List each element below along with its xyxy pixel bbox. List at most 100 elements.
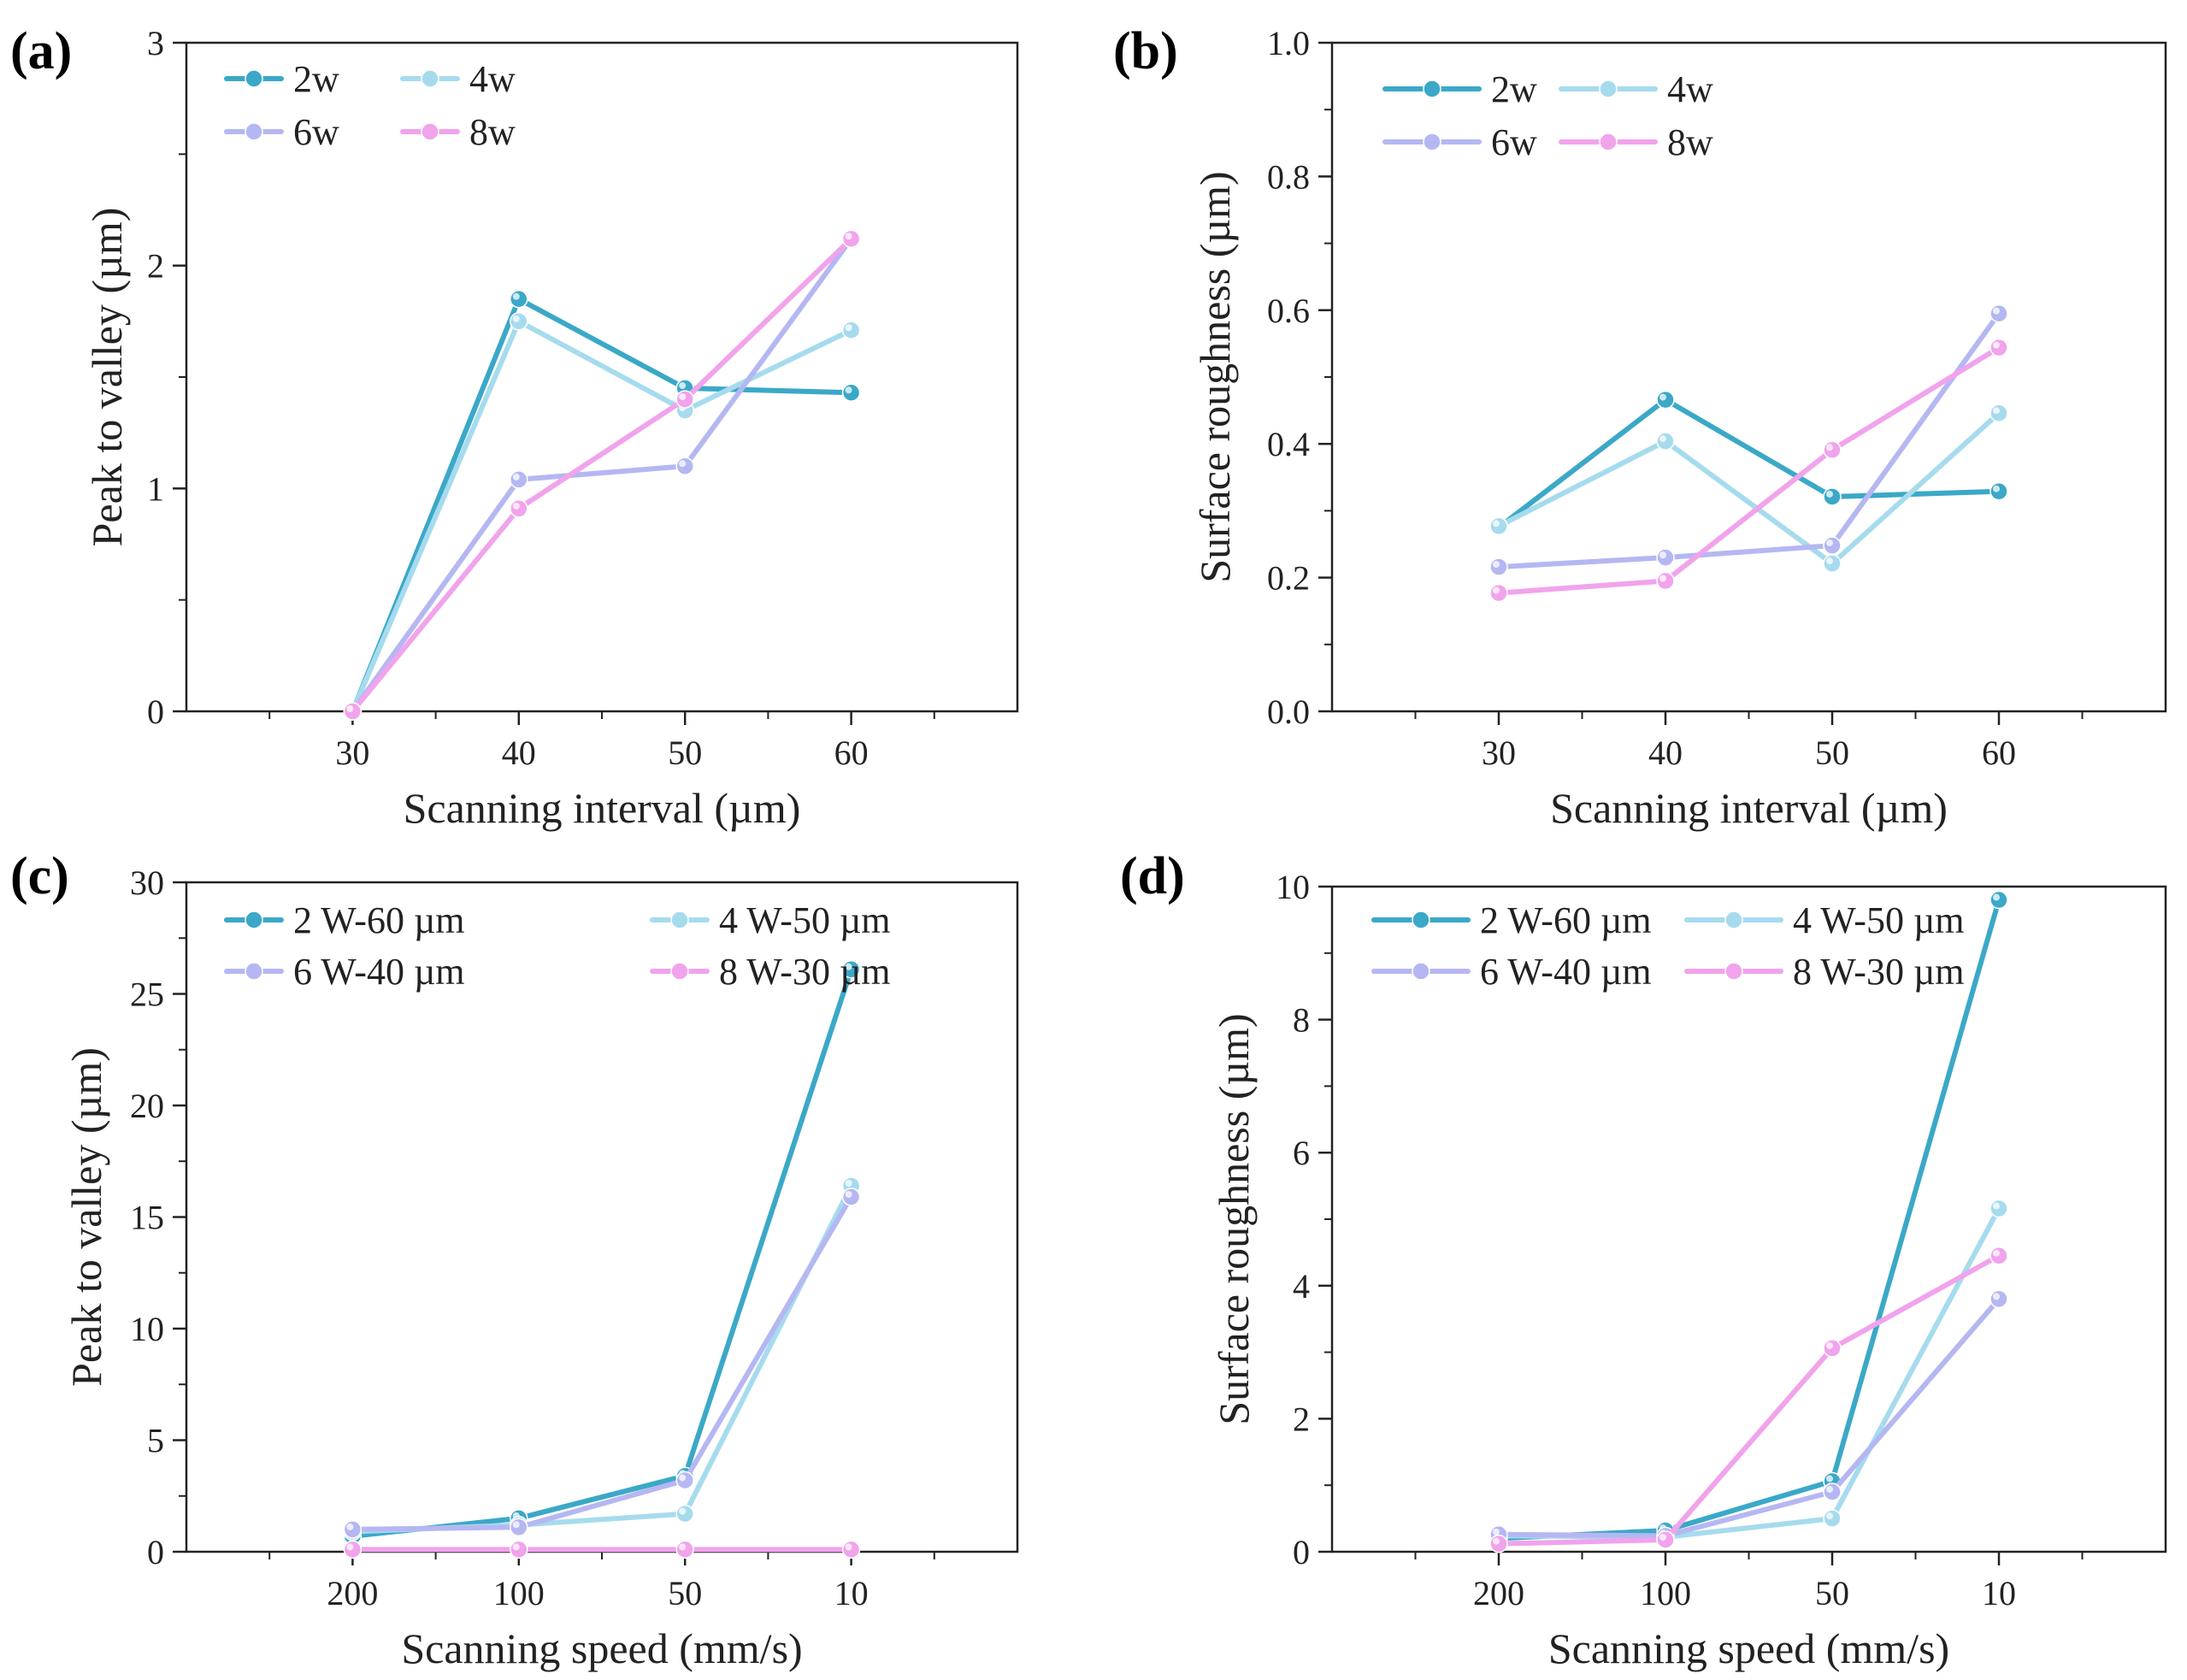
panel-a-series-line-1: [350, 296, 854, 714]
panel-c-series-3-point-highlight: [512, 1521, 520, 1529]
panel-d-series-4-point: [1823, 1339, 1842, 1358]
panel-c-y-tick-label: 25: [130, 976, 164, 1014]
panel-b-series-1-point-highlight: [1659, 393, 1666, 401]
panel-b-series-3-point: [1990, 304, 2008, 323]
panel-b-series-4-point: [1823, 440, 1842, 459]
panel-c-y-tick-label: 30: [130, 864, 164, 902]
panel-a-series-4-point: [343, 702, 363, 721]
panel-c-legend-label-1: 2 W-60 µm: [293, 899, 465, 941]
panel-a-legend-marker-1: [245, 69, 263, 88]
panel-b-x-tick-label: 30: [1482, 734, 1516, 772]
panel-a-series-1-point-highlight: [512, 292, 520, 300]
panel-b-series-2-point-highlight: [1826, 557, 1833, 565]
panel-c-y-tick-label: 5: [147, 1422, 164, 1460]
panel-d-plot-frame: [1330, 885, 2167, 1553]
panel-b-series-line-2: [1496, 410, 2001, 567]
panel-d-series-1-point-highlight: [1993, 893, 2000, 901]
panel-a-legend-marker-4: [421, 122, 439, 141]
panel-a-series-4-point-highlight: [512, 502, 520, 510]
panel-c-y-axis-title: Peak to valley (µm): [62, 1047, 110, 1387]
panel-b-series-2-point-highlight: [1493, 520, 1500, 528]
panel-b-x-tick-label: 40: [1648, 734, 1683, 772]
panel-a-series-3-point-highlight: [679, 460, 687, 468]
panel-c-legend-label-2: 4 W-50 µm: [719, 899, 891, 941]
panel-a-series-3-point-highlight: [512, 473, 520, 480]
panel-c-legend-marker-2: [670, 911, 689, 929]
panel-b-series-3-point-highlight: [1493, 561, 1500, 569]
panel-c-label: (c): [10, 847, 69, 905]
panel-c-series-4-point: [343, 1540, 363, 1559]
panel-b-series-2-point-highlight: [1993, 407, 2000, 415]
panel-b-series-4-point-highlight: [1826, 444, 1833, 451]
panel-c-series-2-point-highlight: [679, 1507, 687, 1515]
panel-b-series-1-point: [1656, 390, 1675, 410]
panel-d-series-4-point-highlight: [1993, 1249, 2000, 1257]
panel-b-series-4-point-highlight: [1659, 575, 1666, 582]
panel-d-series-4-point: [1990, 1247, 2008, 1265]
panel-a-legend-label-2: 4w: [469, 58, 516, 100]
panel-d-x-tick-label: 200: [1473, 1574, 1524, 1612]
panel-d-series-2-point-highlight: [1826, 1512, 1833, 1520]
panel-d-series-4-point-highlight: [1826, 1341, 1833, 1349]
panel-b-x-tick-label: 50: [1815, 734, 1849, 772]
panel-d-legend-label-3: 6 W-40 µm: [1480, 951, 1652, 993]
panel-b-series-3-point-highlight: [1826, 539, 1833, 547]
panel-a-legend-label-1: 2w: [293, 58, 339, 100]
panel-b-legend-label-1: 2w: [1491, 68, 1537, 110]
panel-d-y-tick-label: 8: [1293, 1001, 1310, 1040]
panel-b-x-axis-title: Scanning interval (µm): [1550, 784, 1948, 832]
panel-a-series-2-point: [841, 321, 861, 340]
panel-a-x-axis-title: Scanning interval (µm): [404, 784, 801, 832]
panel-a-series-4-point-highlight: [679, 393, 687, 401]
panel-d-x-tick-label: 50: [1815, 1574, 1849, 1612]
panel-a-series-4-point: [510, 499, 528, 518]
panel-d-series-4-point-highlight: [1659, 1533, 1666, 1541]
panel-b-legend-marker-2: [1599, 80, 1618, 98]
panel-b-y-tick-label: 1.0: [1267, 24, 1310, 62]
panel-d-legend-marker-3: [1412, 962, 1430, 981]
panel-b-series-line-3: [1496, 310, 2001, 570]
panel-d-series-3-point: [1823, 1483, 1842, 1501]
panel-c-y-tick-label: 15: [130, 1199, 164, 1237]
panel-d-series-4-point: [1489, 1534, 1508, 1553]
panel-d-series-line-4: [1496, 1253, 2001, 1547]
panel-c-series-3-point: [675, 1471, 694, 1490]
panel-a-series-line-3: [350, 236, 854, 714]
panel-c-series-3-point: [343, 1520, 363, 1539]
panel-c-series-3-point-highlight: [679, 1474, 687, 1482]
panel-a-series-1-point: [841, 383, 861, 402]
panel-c-legend-marker-3: [245, 962, 263, 981]
panel-c-legend-marker-1: [245, 911, 263, 929]
panel-b-series-2-point: [1489, 516, 1508, 536]
panel-d-y-tick-label: 2: [1293, 1400, 1310, 1438]
panel-c-series-4-point: [841, 1540, 861, 1559]
panel-b-y-tick-label: 0.4: [1267, 425, 1310, 463]
panel-a-series-line-4: [350, 236, 854, 714]
panel-c-series-3-point-highlight: [346, 1523, 354, 1530]
panel-d-legend-label-2: 4 W-50 µm: [1793, 899, 1965, 941]
panel-a-x-tick-label: 30: [335, 734, 369, 772]
panel-a-series-4-point: [675, 390, 694, 409]
panel-b-series-line-4: [1496, 345, 2001, 596]
panel-b-legend-marker-4: [1599, 133, 1618, 151]
panel-a-y-tick-label: 3: [147, 24, 164, 62]
panel-c-y-tick-label: 0: [147, 1533, 164, 1571]
panel-c-x-tick-label: 100: [493, 1574, 545, 1612]
panel-d-y-tick-label: 4: [1293, 1267, 1310, 1306]
panel-b-label: (b): [1113, 22, 1178, 80]
panel-b-series-4-point: [1990, 338, 2008, 357]
panel-a-series-2-point-highlight: [512, 315, 520, 322]
panel-a-legend-label-4: 8w: [469, 111, 516, 153]
panel-b-series-1-point-highlight: [1826, 490, 1833, 498]
panel-c-x-tick-label: 10: [834, 1574, 869, 1612]
panel-c-series-2-point: [675, 1504, 694, 1524]
panel-d-legend-label-4: 8 W-30 µm: [1793, 951, 1965, 993]
panel-b-legend-label-3: 6w: [1491, 121, 1537, 163]
panel-c-x-tick-label: 50: [668, 1574, 702, 1612]
panel-a-series-1-point-highlight: [679, 382, 687, 390]
panel-a-series-3-point: [510, 470, 528, 489]
panel-d-series-3-point: [1990, 1289, 2008, 1309]
panel-a-series-2-point-highlight: [845, 324, 852, 332]
